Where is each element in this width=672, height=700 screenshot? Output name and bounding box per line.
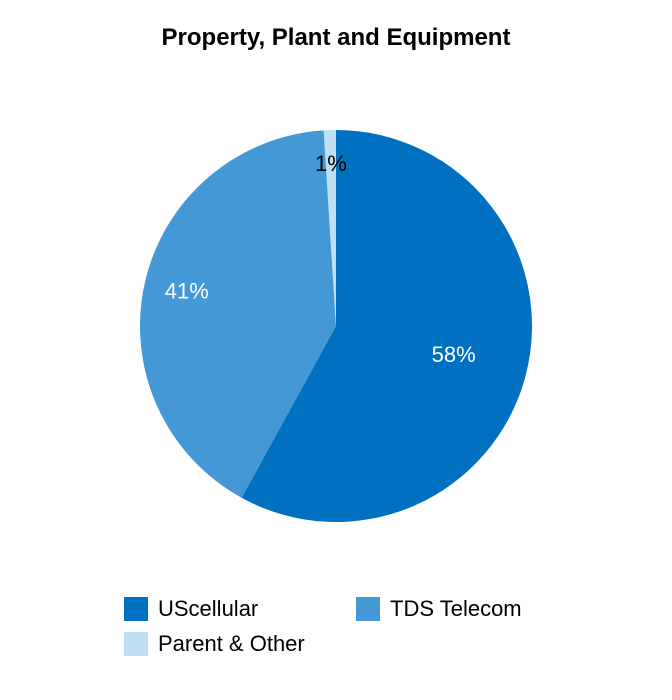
legend-swatch-parent-other (124, 632, 148, 656)
chart-title: Property, Plant and Equipment (161, 24, 511, 51)
legend-label-uscellular: UScellular (158, 596, 259, 621)
pie-chart: 58% 41% 1% (139, 130, 532, 522)
data-label-uscellular: 58% (432, 342, 476, 367)
data-label-parent-other: 1% (315, 151, 347, 176)
chart-legend: UScellular TDS Telecom Parent & Other (124, 596, 604, 657)
legend-item-parent-other: Parent & Other (124, 631, 356, 657)
legend-swatch-uscellular (124, 597, 148, 621)
pie-slice-tds-telecom (139, 130, 336, 498)
legend-item-uscellular: UScellular (124, 596, 356, 622)
pie-slice-uscellular (241, 130, 532, 522)
pie-labels: 58% 41% 1% (165, 151, 476, 367)
data-label-tds-telecom: 41% (165, 278, 209, 303)
legend-label-parent-other: Parent & Other (158, 631, 305, 656)
pie-slices (139, 130, 532, 522)
legend-label-tds-telecom: TDS Telecom (390, 596, 522, 621)
legend-swatch-tds-telecom (356, 597, 380, 621)
pie-slice-parent-other (323, 130, 336, 326)
legend-item-tds-telecom: TDS Telecom (356, 596, 596, 622)
